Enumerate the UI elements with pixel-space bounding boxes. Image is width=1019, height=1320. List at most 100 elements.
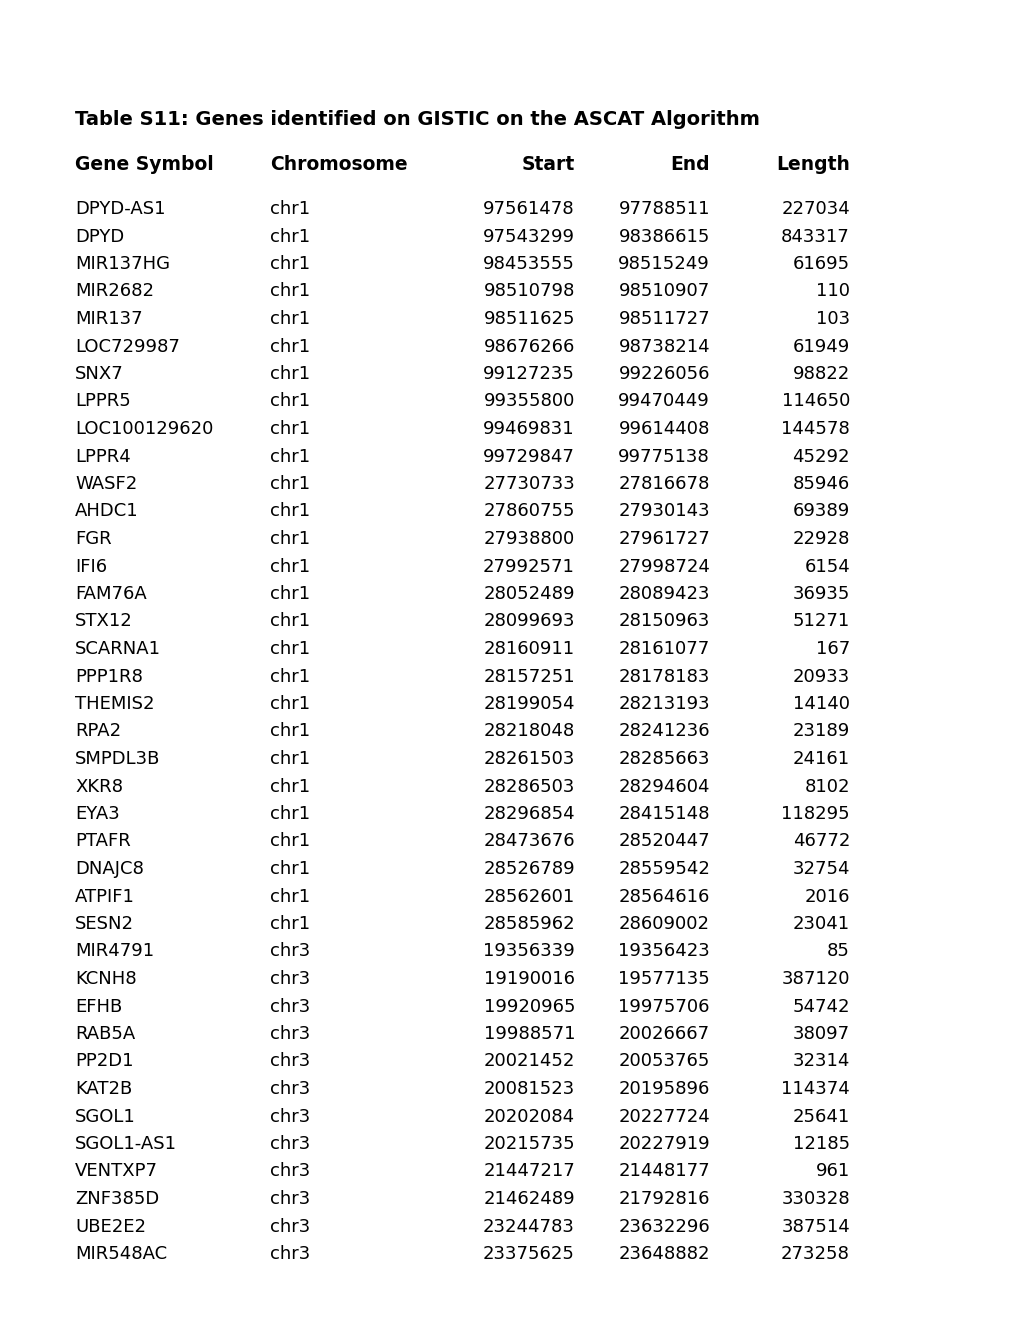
Text: KAT2B: KAT2B — [75, 1080, 132, 1098]
Text: chr1: chr1 — [270, 722, 310, 741]
Text: 99226056: 99226056 — [618, 366, 709, 383]
Text: 98511727: 98511727 — [618, 310, 709, 327]
Text: 28285663: 28285663 — [618, 750, 709, 768]
Text: 167: 167 — [815, 640, 849, 657]
Text: 28150963: 28150963 — [618, 612, 709, 631]
Text: chr1: chr1 — [270, 805, 310, 822]
Text: 98510907: 98510907 — [619, 282, 709, 301]
Text: 98515249: 98515249 — [618, 255, 709, 273]
Text: 98386615: 98386615 — [618, 227, 709, 246]
Text: VENTXP7: VENTXP7 — [75, 1163, 158, 1180]
Text: 99127235: 99127235 — [483, 366, 575, 383]
Text: 20021452: 20021452 — [483, 1052, 575, 1071]
Text: 22928: 22928 — [792, 531, 849, 548]
Text: MIR137: MIR137 — [75, 310, 143, 327]
Text: Length: Length — [775, 154, 849, 174]
Text: 23041: 23041 — [792, 915, 849, 933]
Text: PTAFR: PTAFR — [75, 833, 130, 850]
Text: SESN2: SESN2 — [75, 915, 133, 933]
Text: chr1: chr1 — [270, 640, 310, 657]
Text: LPPR5: LPPR5 — [75, 392, 130, 411]
Text: 27998724: 27998724 — [618, 557, 709, 576]
Text: 24161: 24161 — [792, 750, 849, 768]
Text: IFI6: IFI6 — [75, 557, 107, 576]
Text: DPYD-AS1: DPYD-AS1 — [75, 201, 165, 218]
Text: 46772: 46772 — [792, 833, 849, 850]
Text: chr1: chr1 — [270, 531, 310, 548]
Text: chr1: chr1 — [270, 696, 310, 713]
Text: chr1: chr1 — [270, 777, 310, 796]
Text: chr3: chr3 — [270, 1135, 310, 1152]
Text: chr3: chr3 — [270, 942, 310, 961]
Text: 28609002: 28609002 — [619, 915, 709, 933]
Text: LOC100129620: LOC100129620 — [75, 420, 213, 438]
Text: 20053765: 20053765 — [618, 1052, 709, 1071]
Text: 27938800: 27938800 — [483, 531, 575, 548]
Text: 19356423: 19356423 — [618, 942, 709, 961]
Text: 25641: 25641 — [792, 1107, 849, 1126]
Text: 23244783: 23244783 — [483, 1217, 575, 1236]
Text: 19975706: 19975706 — [618, 998, 709, 1015]
Text: ATPIF1: ATPIF1 — [75, 887, 135, 906]
Text: 28161077: 28161077 — [619, 640, 709, 657]
Text: 961: 961 — [815, 1163, 849, 1180]
Text: EYA3: EYA3 — [75, 805, 119, 822]
Text: chr1: chr1 — [270, 420, 310, 438]
Text: 144578: 144578 — [781, 420, 849, 438]
Text: THEMIS2: THEMIS2 — [75, 696, 154, 713]
Text: chr1: chr1 — [270, 557, 310, 576]
Text: 20202084: 20202084 — [483, 1107, 575, 1126]
Text: 98511625: 98511625 — [483, 310, 575, 327]
Text: 97561478: 97561478 — [483, 201, 575, 218]
Text: 14140: 14140 — [792, 696, 849, 713]
Text: 20195896: 20195896 — [618, 1080, 709, 1098]
Text: UBE2E2: UBE2E2 — [75, 1217, 146, 1236]
Text: 98453555: 98453555 — [483, 255, 575, 273]
Text: 99729847: 99729847 — [483, 447, 575, 466]
Text: LPPR4: LPPR4 — [75, 447, 130, 466]
Text: 99775138: 99775138 — [618, 447, 709, 466]
Text: MIR548AC: MIR548AC — [75, 1245, 167, 1263]
Text: chr3: chr3 — [270, 1107, 310, 1126]
Text: chr1: chr1 — [270, 310, 310, 327]
Text: chr1: chr1 — [270, 201, 310, 218]
Text: chr1: chr1 — [270, 338, 310, 355]
Text: 36935: 36935 — [792, 585, 849, 603]
Text: 27730733: 27730733 — [483, 475, 575, 492]
Text: SCARNA1: SCARNA1 — [75, 640, 161, 657]
Text: 28526789: 28526789 — [483, 861, 575, 878]
Text: chr3: chr3 — [270, 1026, 310, 1043]
Text: 843317: 843317 — [781, 227, 849, 246]
Text: SNX7: SNX7 — [75, 366, 123, 383]
Text: 27961727: 27961727 — [618, 531, 709, 548]
Text: 28218048: 28218048 — [483, 722, 575, 741]
Text: 28099693: 28099693 — [483, 612, 575, 631]
Text: 20227919: 20227919 — [618, 1135, 709, 1152]
Text: chr1: chr1 — [270, 447, 310, 466]
Text: 20227724: 20227724 — [618, 1107, 709, 1126]
Text: 97543299: 97543299 — [483, 227, 575, 246]
Text: chr1: chr1 — [270, 887, 310, 906]
Text: 28564616: 28564616 — [618, 887, 709, 906]
Text: SMPDL3B: SMPDL3B — [75, 750, 160, 768]
Text: 28157251: 28157251 — [483, 668, 575, 685]
Text: 118295: 118295 — [781, 805, 849, 822]
Text: 85: 85 — [826, 942, 849, 961]
Text: 45292: 45292 — [792, 447, 849, 466]
Text: 114374: 114374 — [781, 1080, 849, 1098]
Text: 28520447: 28520447 — [618, 833, 709, 850]
Text: PP2D1: PP2D1 — [75, 1052, 133, 1071]
Text: STX12: STX12 — [75, 612, 132, 631]
Text: 28089423: 28089423 — [618, 585, 709, 603]
Text: DNAJC8: DNAJC8 — [75, 861, 144, 878]
Text: chr1: chr1 — [270, 366, 310, 383]
Text: 32754: 32754 — [792, 861, 849, 878]
Text: 99469831: 99469831 — [483, 420, 575, 438]
Text: chr3: chr3 — [270, 1080, 310, 1098]
Text: 21447217: 21447217 — [483, 1163, 575, 1180]
Text: 98510798: 98510798 — [483, 282, 575, 301]
Text: 27816678: 27816678 — [618, 475, 709, 492]
Text: RPA2: RPA2 — [75, 722, 121, 741]
Text: 19356339: 19356339 — [483, 942, 575, 961]
Text: 28559542: 28559542 — [618, 861, 709, 878]
